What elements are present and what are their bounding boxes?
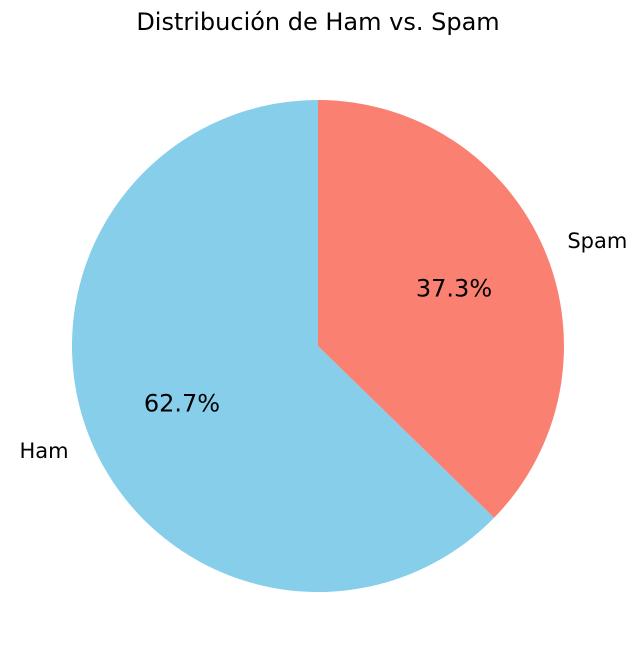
pie-slices — [71, 100, 564, 593]
pie-slice-spam — [318, 100, 564, 518]
slice-percent-ham: 62.7% — [144, 389, 220, 417]
slice-percent-spam: 37.3% — [416, 275, 492, 303]
slice-label-ham: Ham — [20, 439, 69, 463]
chart-title: Distribución de Ham vs. Spam — [136, 8, 499, 36]
pie-labels: Ham 62.7% Spam 37.3% — [20, 229, 628, 463]
pie-slice-ham — [71, 100, 495, 593]
slice-label-spam: Spam — [567, 229, 627, 253]
